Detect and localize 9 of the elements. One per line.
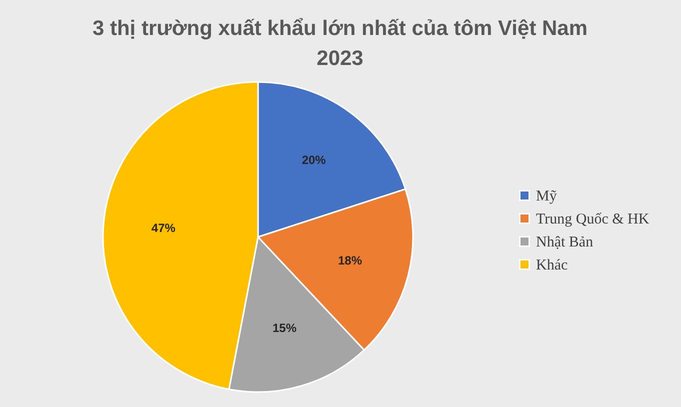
- data-label: 47%: [151, 221, 176, 236]
- legend-label: Mỹ: [536, 188, 558, 204]
- data-label: 15%: [272, 321, 297, 336]
- data-label: 18%: [338, 254, 362, 268]
- legend-label: Khác: [536, 258, 568, 274]
- legend-label: Trung Quốc & HK: [536, 212, 650, 228]
- chart-title: 3 thị trường xuất khẩu lớn nhất của tôm Việt Nam 2023: [92, 17, 588, 70]
- data-label: 20%: [302, 153, 326, 168]
- legend-label: Nhật Bản: [536, 234, 594, 250]
